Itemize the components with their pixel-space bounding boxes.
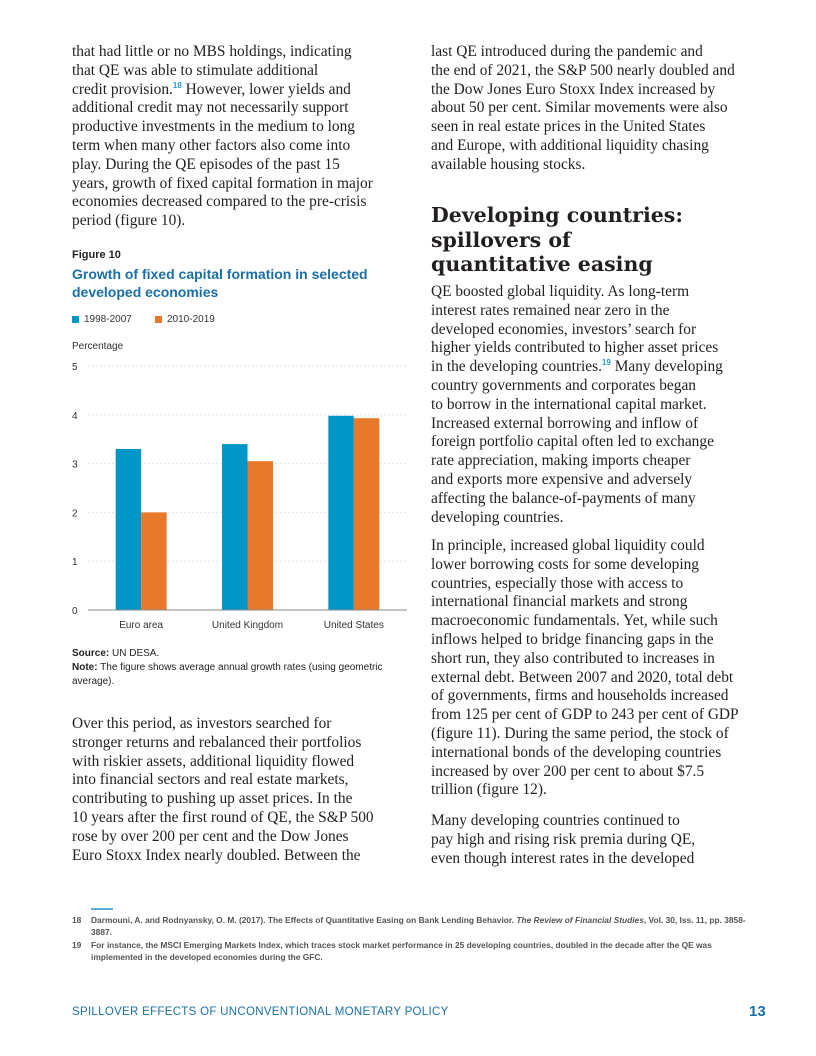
body-paragraph: Over this period, as investors searched … bbox=[72, 715, 374, 864]
footnote: 19 For instance, the MSCI Emerging Market… bbox=[72, 939, 762, 963]
section-heading: Developing countries: spillovers of quan… bbox=[431, 203, 683, 276]
note-text: The figure shows average annual growth r… bbox=[72, 662, 383, 687]
x-tick-label: United Kingdom bbox=[212, 620, 283, 631]
y-tick-label: 4 bbox=[72, 411, 78, 422]
text: Many developing country governments and … bbox=[431, 358, 723, 526]
footnote-ref[interactable]: 19 bbox=[601, 358, 611, 368]
text: QE boosted global liquidity. As long-ter… bbox=[431, 283, 719, 376]
page-number: 13 bbox=[749, 1003, 766, 1020]
legend-swatch bbox=[72, 316, 79, 323]
legend-label: 2010-2019 bbox=[167, 314, 215, 325]
bar-1998-2007 bbox=[115, 448, 142, 610]
bar-1998-2007 bbox=[222, 444, 248, 610]
y-tick-label: 1 bbox=[72, 557, 78, 568]
legend-label: 1998-2007 bbox=[84, 314, 132, 325]
y-tick-label: 5 bbox=[72, 362, 78, 373]
body-paragraph: QE boosted global liquidity. As long-ter… bbox=[431, 283, 723, 527]
figure-title: Growth of fixed capital formation in sel… bbox=[72, 266, 368, 300]
figure-label: Figure 10 bbox=[72, 249, 121, 261]
body-paragraph: last QE introduced during the pandemic a… bbox=[431, 43, 735, 173]
x-tick-label: Euro area bbox=[119, 620, 163, 631]
source-label: Source: bbox=[72, 648, 110, 659]
text: that had little or no MBS holdings, indi… bbox=[72, 43, 352, 98]
body-paragraph: that had little or no MBS holdings, indi… bbox=[72, 43, 373, 231]
footnote-text: For instance, the MSCI Emerging Markets … bbox=[91, 940, 712, 962]
bar-2010-2019 bbox=[247, 461, 273, 610]
running-footer: SPILLOVER EFFECTS OF UNCONVENTIONAL MONE… bbox=[72, 1006, 449, 1018]
footnote-text: , Vol. 30, Iss. 11, pp. 3858-3887. bbox=[91, 915, 746, 937]
bar-2010-2019 bbox=[141, 512, 167, 610]
bar-2010-2019 bbox=[353, 418, 380, 610]
y-tick-label: 3 bbox=[72, 460, 78, 471]
x-tick-label: United States bbox=[324, 620, 384, 631]
legend-swatch bbox=[155, 316, 162, 323]
footnote-number: 19 bbox=[72, 940, 82, 950]
footnote-ref[interactable]: 18 bbox=[172, 80, 182, 90]
legend-item: 1998-2007 bbox=[72, 314, 132, 325]
source-text: UN DESA. bbox=[109, 648, 160, 659]
footnote-divider bbox=[91, 908, 113, 910]
footnote: 18 Darmouni, A. and Rodnyansky, O. M. (20… bbox=[72, 914, 762, 938]
y-tick-label: 0 bbox=[72, 606, 78, 617]
figure-source: Source: UN DESA. Note: The figure shows a… bbox=[72, 647, 402, 689]
y-tick-label: 2 bbox=[72, 508, 78, 519]
journal-title: The Review of Financial Studies bbox=[516, 915, 644, 925]
bar-1998-2007 bbox=[328, 415, 354, 610]
legend-item: 2010-2019 bbox=[155, 314, 215, 325]
text: However, lower yields and additional cre… bbox=[72, 80, 373, 230]
y-axis-label: Percentage bbox=[72, 341, 124, 352]
footnote-text: Darmouni, A. and Rodnyansky, O. M. (2017… bbox=[91, 915, 517, 925]
note-label: Note: bbox=[72, 662, 98, 673]
body-paragraph: Many developing countries continued to p… bbox=[431, 812, 696, 867]
body-paragraph: In principle, increased global liquidity… bbox=[431, 537, 739, 799]
footnote-number: 18 bbox=[72, 915, 82, 925]
